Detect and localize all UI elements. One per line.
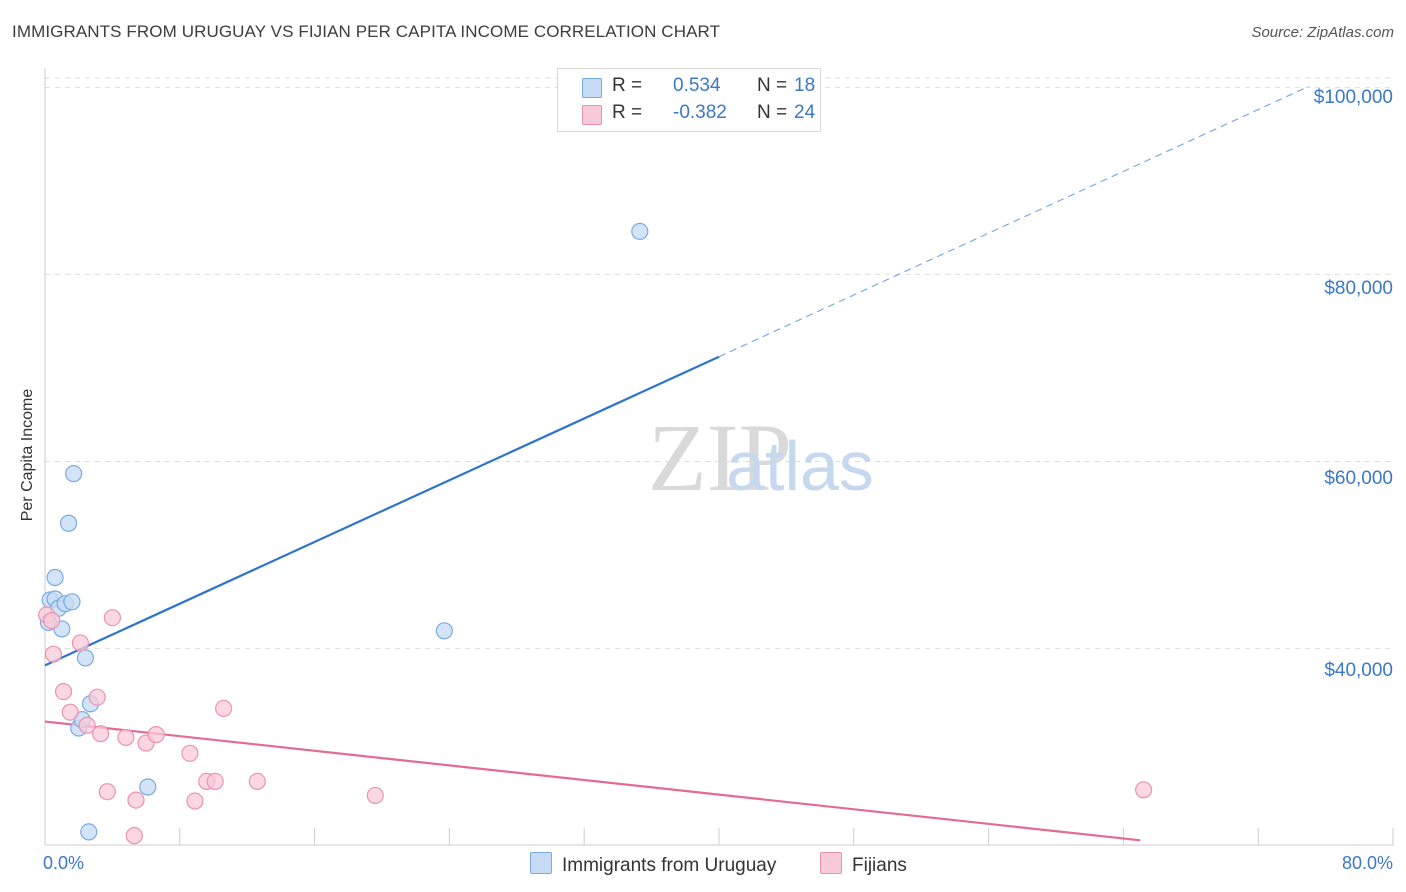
data-point-uruguay xyxy=(65,465,83,483)
data-point-uruguay xyxy=(76,649,95,667)
x-tick-max: 80.0% xyxy=(1341,853,1393,873)
x-tick-min: 0.0% xyxy=(43,853,85,873)
trend-line-fijian xyxy=(44,720,1141,842)
axes xyxy=(44,68,1394,846)
data-point-fijian xyxy=(215,699,233,718)
data-point-fijian xyxy=(181,744,199,762)
data-point-fijian xyxy=(1135,781,1153,799)
data-point-fijian xyxy=(54,682,73,701)
legend-swatch-fijians xyxy=(820,852,842,874)
n-value: 24 xyxy=(794,102,816,123)
legend-label-uruguay: Immigrants from Uruguay xyxy=(562,855,777,876)
data-point-fijian xyxy=(92,725,110,743)
n-label: N = xyxy=(757,102,788,123)
legend-item-uruguay: Immigrants from Uruguay xyxy=(530,852,776,877)
data-point-fijian xyxy=(103,609,122,627)
data-point-fijian xyxy=(78,716,96,734)
data-point-uruguay xyxy=(80,823,98,841)
y-tick-100000: $100,000 xyxy=(1313,87,1393,108)
legend-label-fijians: Fijians xyxy=(852,855,907,876)
data-point-uruguay xyxy=(435,622,453,640)
n-label: N = xyxy=(757,75,788,96)
data-point-uruguay xyxy=(46,568,64,587)
swatch-fijians xyxy=(582,105,602,125)
legend-item-fijians: Fijians xyxy=(820,852,907,877)
data-point-fijian xyxy=(117,728,135,747)
data-point-fijian xyxy=(44,645,63,663)
data-point-fijian xyxy=(366,786,384,805)
data-point-fijian xyxy=(88,688,106,706)
swatch-uruguay xyxy=(582,78,602,98)
data-point-fijian xyxy=(186,792,204,810)
y-tick-60000: $60,000 xyxy=(1324,468,1393,489)
source-label: Source: ZipAtlas.com xyxy=(1251,24,1394,41)
data-point-fijian xyxy=(98,783,116,801)
trend-line-uruguay xyxy=(44,355,720,667)
legend-swatch-uruguay xyxy=(530,852,552,874)
n-value: 18 xyxy=(794,75,816,96)
y-tick-80000: $80,000 xyxy=(1324,278,1393,299)
data-point-fijian xyxy=(43,611,61,630)
data-point-uruguay xyxy=(139,778,157,796)
data-points xyxy=(38,222,1153,845)
r-label: R = xyxy=(612,75,643,96)
data-point-fijian xyxy=(147,726,165,744)
r-value: 0.534 xyxy=(673,75,721,96)
stats-legend-box: R = 0.534 N = 18 R = -0.382 N = 24 xyxy=(557,68,821,132)
watermark-atlas: atlas xyxy=(726,427,874,505)
data-point-fijian xyxy=(125,827,143,845)
data-point-fijian xyxy=(61,703,79,721)
data-point-fijian xyxy=(71,634,89,652)
r-value: -0.382 xyxy=(673,102,727,123)
data-point-uruguay xyxy=(59,514,78,532)
chart-title: IMMIGRANTS FROM URUGUAY VS FIJIAN PER CA… xyxy=(12,22,721,41)
r-label: R = xyxy=(612,102,643,123)
data-point-fijian xyxy=(206,772,224,790)
trend-line-uruguay-extension xyxy=(718,85,1310,358)
data-point-uruguay xyxy=(63,593,81,611)
grid-lines xyxy=(45,77,1393,650)
watermark-zip: ZIP xyxy=(648,404,792,511)
trend-lines xyxy=(44,85,1310,842)
y-tick-40000: $40,000 xyxy=(1324,660,1393,681)
data-point-fijian xyxy=(248,772,266,790)
data-point-uruguay xyxy=(631,222,649,240)
data-point-fijian xyxy=(127,791,145,809)
